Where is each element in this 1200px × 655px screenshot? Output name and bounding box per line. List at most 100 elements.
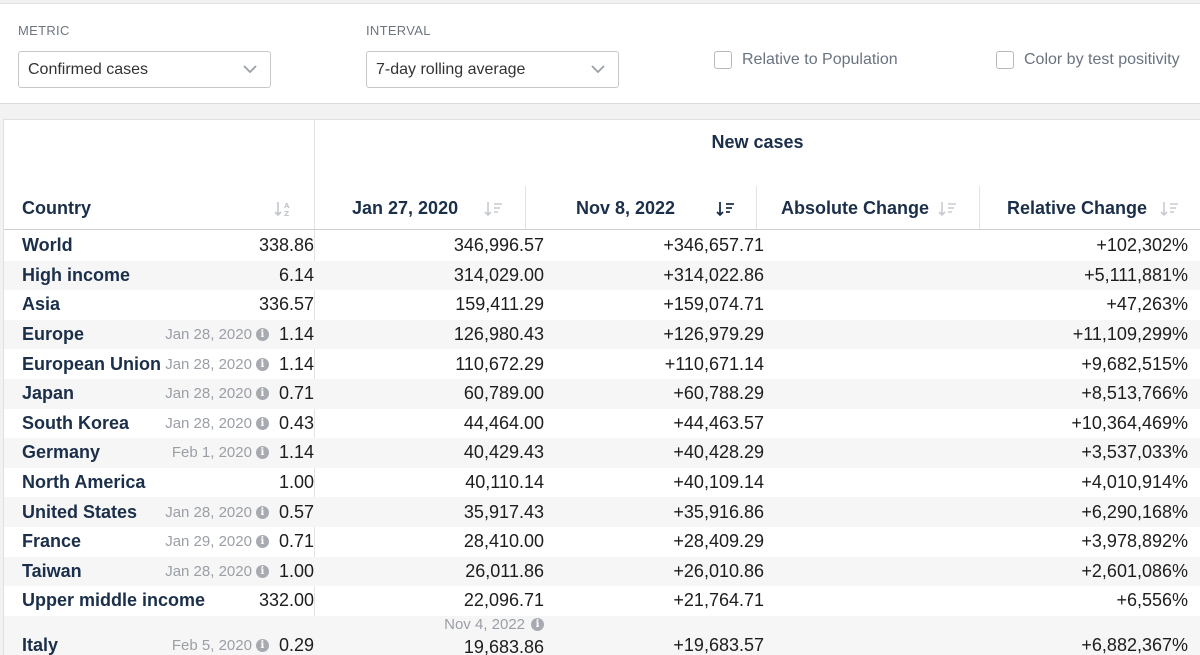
absolute-change: +314,022.86 [663,264,764,285]
color-by-test-positivity-label: Color by test positivity [1024,51,1180,68]
checkbox-box[interactable] [996,51,1014,69]
start-value-cell: Feb 1, 2020 i 1.14 [172,438,314,468]
start-value: 332.00 [258,590,314,611]
end-value: 35,917.43 [463,501,544,522]
start-value: 1.00 [278,560,314,581]
info-icon[interactable]: i [255,387,269,401]
absolute-change: +35,916.86 [673,501,764,522]
start-value: 6.14 [278,264,314,285]
relative-change-column-header[interactable]: Relative Change [1007,186,1147,230]
absolute-change: +28,409.29 [673,531,764,552]
start-value: 338.86 [258,235,314,256]
svg-text:Z: Z [284,210,289,218]
info-icon[interactable]: i [255,535,269,549]
absolute-change-column-header[interactable]: Absolute Change [781,186,929,230]
start-value: 1.14 [278,353,314,374]
table-row[interactable]: Taiwan Jan 28, 2020 i 1.00 26,011.86 +26… [4,556,1200,587]
relative-change: +2,601,086% [1081,560,1188,581]
info-icon[interactable]: i [255,639,269,653]
absolute-change: +19,683.57 [673,635,764,655]
table-row[interactable]: Italy Feb 5, 2020 i 0.29 Nov 4, 2022 i 1… [4,614,1200,655]
color-by-test-positivity-checkbox[interactable]: Color by test positivity [996,51,1180,69]
end-value: 110,672.29 [455,353,544,374]
metric-label: METRIC [18,23,70,38]
relative-change: +3,537,033% [1081,442,1188,463]
table-row[interactable]: Japan Jan 28, 2020 i 0.71 60,789.00 +60,… [4,378,1200,409]
info-icon[interactable]: i [255,446,269,460]
start-value: 336.57 [258,294,314,315]
country-header-label: Country [22,197,91,218]
end-date-note: Nov 4, 2022 [444,616,525,634]
sort-desc-icon[interactable] [938,200,958,218]
absolute-change: +21,764.71 [673,590,764,611]
country-name: European Union [22,353,161,374]
absolute-change-header-label: Absolute Change [781,197,930,218]
end-value-cell: Nov 4, 2022 i 19,683.86 [444,614,544,655]
start-date-note: Jan 28, 2020 [165,503,252,521]
table-row[interactable]: South Korea Jan 28, 2020 i 0.43 44,464.0… [4,409,1200,439]
relative-to-population-checkbox[interactable]: Relative to Population [714,51,898,69]
info-icon[interactable]: i [531,618,544,632]
start-date-note: Jan 28, 2020 [165,414,252,432]
absolute-change: +44,463.57 [673,412,764,433]
info-icon[interactable]: i [255,328,269,342]
sort-desc-active-icon[interactable] [716,200,736,218]
checkbox-box[interactable] [714,51,732,69]
end-value: 28,410.00 [463,531,544,552]
relative-change: +102,302% [1096,235,1188,256]
relative-change: +4,010,914% [1081,472,1188,493]
metric-select[interactable]: Confirmed cases [18,51,271,88]
info-icon[interactable]: i [255,564,269,578]
start-date-note: Jan 28, 2020 [165,385,252,403]
end-date-column-header[interactable]: Nov 8, 2022 [576,186,675,230]
table-row[interactable]: North America 1.00 40,110.14 +40,109.14 … [4,468,1200,498]
table-row[interactable]: High income 6.14 314,029.00 +314,022.86 … [4,260,1200,291]
relative-to-population-label: Relative to Population [742,51,898,68]
country-name: High income [22,264,131,285]
end-value: 44,464.00 [463,412,544,433]
data-table: New cases Country A Z Jan 27, 2020 Nov 8… [3,119,1200,655]
sort-alpha-icon[interactable]: A Z [274,200,294,218]
start-value: 1.14 [278,442,314,463]
relative-change: +6,882,367% [1081,635,1188,655]
relative-change: +47,263% [1106,294,1188,315]
absolute-change: +26,010.86 [673,560,764,581]
end-value: 40,429.43 [463,442,544,463]
table-row[interactable]: European Union Jan 28, 2020 i 1.14 110,6… [4,349,1200,379]
relative-change: +10,364,469% [1071,412,1188,433]
start-value: 1.00 [278,472,314,493]
table-row[interactable]: Europe Jan 28, 2020 i 1.14 126,980.43 +1… [4,319,1200,350]
country-column-header[interactable]: Country [22,186,91,230]
table-row[interactable]: Asia 336.57 159,411.29 +159,074.71 +47,2… [4,290,1200,320]
absolute-change: +126,979.29 [663,324,764,345]
table-row[interactable]: Germany Feb 1, 2020 i 1.14 40,429.43 +40… [4,438,1200,468]
relative-change: +9,682,515% [1081,353,1188,374]
table-row[interactable]: France Jan 29, 2020 i 0.71 28,410.00 +28… [4,527,1200,557]
table-row[interactable]: Upper middle income 332.00 22,096.71 +21… [4,586,1200,616]
end-value: 60,789.00 [463,383,544,404]
chevron-down-icon [243,65,257,74]
sort-desc-icon[interactable] [1160,200,1180,218]
country-name: North America [22,472,146,493]
table-row[interactable]: World 338.86 346,996.57 +346,657.71 +102… [4,231,1200,261]
relative-change: +11,109,299% [1072,324,1188,345]
end-value: 22,096.71 [463,590,544,611]
start-value: 0.43 [278,412,314,433]
end-value: 26,011.86 [465,560,544,581]
interval-select[interactable]: 7-day rolling average [366,51,619,88]
relative-change-header-label: Relative Change [1007,197,1148,218]
info-icon[interactable]: i [255,357,269,371]
new-cases-group-header: New cases [711,132,804,152]
start-date-column-header[interactable]: Jan 27, 2020 [352,186,458,230]
sort-desc-icon[interactable] [484,200,504,218]
end-value: 346,996.57 [453,235,544,256]
end-value: 314,029.00 [453,264,544,285]
start-value: 0.29 [278,635,314,655]
info-icon[interactable]: i [255,416,269,430]
start-date-note: Feb 1, 2020 [171,444,252,462]
table-row[interactable]: United States Jan 28, 2020 i 0.57 35,917… [4,497,1200,527]
info-icon[interactable]: i [255,505,269,519]
country-name: France [22,531,82,552]
country-name: Europe [22,324,85,345]
start-value-cell: Jan 29, 2020 i 0.71 [165,527,314,557]
